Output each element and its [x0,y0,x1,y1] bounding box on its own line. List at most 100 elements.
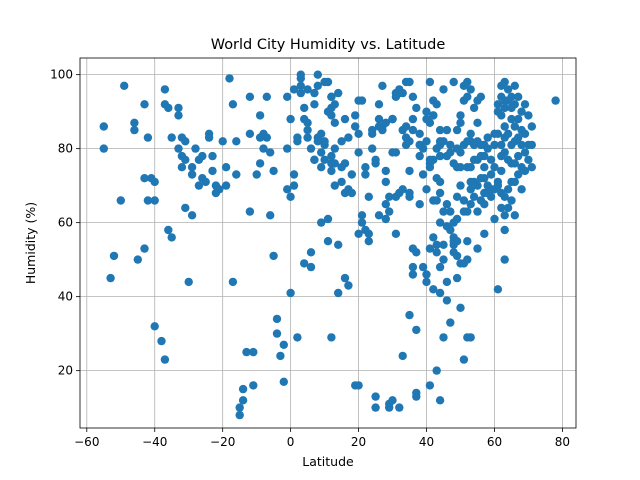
scatter-point [551,96,560,105]
scatter-point [452,214,462,224]
scatter-point [317,163,326,172]
scatter-point [480,163,489,172]
scatter-point [235,403,244,412]
scatter-point [201,177,210,187]
scatter-point [517,140,526,150]
scatter-point [252,170,261,179]
scatter-point [177,163,187,172]
scatter-point [466,129,475,138]
scatter-point [442,200,452,209]
scatter-point [337,137,346,146]
scatter-point [473,207,482,216]
scatter-point [490,163,499,172]
scatter-point [310,88,319,98]
scatter-point [510,122,519,131]
y-axis-ticks: 20 40 60 80 100 [50,68,80,378]
scatter-point [347,170,356,179]
scatter-point [463,207,472,216]
scatter-point [232,170,241,179]
scatter-point [330,144,339,153]
scatter-point [334,240,343,249]
scatter-point [313,81,322,91]
scatter-point [357,218,367,227]
scatter-point [266,211,275,220]
scatter-point [330,159,339,168]
scatter-point [520,129,530,138]
scatter-point [228,100,238,109]
scatter-point [473,244,482,253]
scatter-point [357,211,367,220]
scatter-point [289,181,299,190]
scatter-point [381,118,390,128]
scatter-point [452,125,462,135]
scatter-point [354,129,363,138]
scatter-point [330,118,339,128]
scatter-point [385,192,394,201]
scatter-point [500,77,509,87]
y-tick-label: 40 [58,290,73,304]
scatter-point [398,88,407,98]
scatter-point [116,196,126,205]
scatter-point [514,92,523,102]
scatter-point [490,214,499,224]
scatter-point [493,129,503,138]
scatter-point [469,103,479,113]
scatter-point [514,133,523,142]
scatter-point [514,170,523,179]
scatter-point [371,392,380,401]
x-tick-label: −60 [74,435,99,449]
scatter-point [364,237,373,246]
scatter-point [303,133,312,142]
scatter-point [391,148,401,157]
scatter-point [425,77,435,87]
scatter-point [429,111,438,120]
x-tick-label: −40 [142,435,167,449]
scatter-point [446,207,455,216]
scatter-point [276,351,285,361]
scatter-point [374,114,384,124]
scatter-point [405,77,414,87]
scatter-point [500,148,509,157]
scatter-point [446,148,455,157]
scatter-point [418,144,428,153]
scatter-point [351,111,360,120]
scatter-point [160,355,170,364]
scatter-point [283,92,292,102]
scatter-point [463,77,472,87]
scatter-point [439,240,448,249]
scatter-point [463,92,472,102]
scatter-point [408,125,418,135]
scatter-point [334,88,343,98]
scatter-point [527,140,536,150]
scatter-point [340,114,350,124]
scatter-point [435,125,445,135]
scatter-point [286,288,295,298]
scatter-point [412,248,421,257]
scatter-point [422,185,431,194]
scatter-point [480,174,489,183]
scatter-point [385,207,394,216]
scatter-point [418,262,428,272]
scatter-point [371,403,380,412]
scatter-point [296,70,305,79]
scatter-point [510,211,519,220]
scatter-point [323,237,333,246]
scatter-point [174,103,183,113]
scatter-point [272,314,282,324]
scatter-point [452,237,462,246]
scatter-point [435,288,445,298]
scatter-point [140,174,149,183]
scatter-point [242,347,251,357]
scatter-point [181,203,190,213]
scatter-point [507,196,516,205]
scatter-point [344,281,353,290]
scatter-point [405,188,414,198]
scatter-point [286,192,295,201]
scatter-point [503,185,513,194]
x-tick-label: −20 [210,435,235,449]
scatter-point [456,163,465,172]
scatter-point [493,181,503,190]
scatter-point [269,251,278,261]
scatter-point [187,170,197,179]
scatter-point [418,170,428,179]
